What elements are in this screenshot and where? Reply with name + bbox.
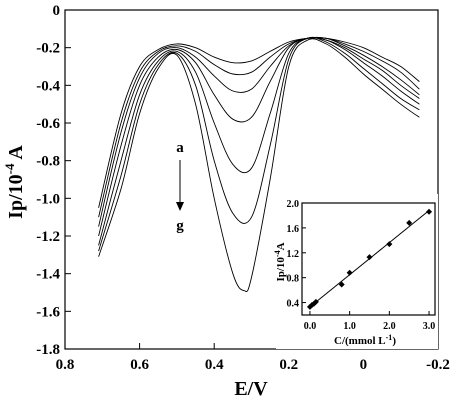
inset-y-tick-label: 1.2 xyxy=(287,249,300,260)
voltammogram-curve-6 xyxy=(98,36,420,252)
inset-x-tick-label: 3.0 xyxy=(423,321,436,332)
inset-x-tick-label: 1.0 xyxy=(343,321,356,332)
inset-data-point xyxy=(346,269,353,276)
voltammogram-curve-5 xyxy=(98,36,420,246)
inset-data-point xyxy=(406,219,413,226)
voltammogram-curve-1 xyxy=(98,37,420,208)
inset-data-point xyxy=(338,281,345,288)
inset-data-point xyxy=(386,241,393,248)
main-y-tick-label: -1.2 xyxy=(36,229,60,245)
main-y-tick-label: -1.4 xyxy=(36,267,60,283)
main-x-tick-label: 0.6 xyxy=(130,357,149,373)
main-x-tick-label: 0 xyxy=(360,357,368,373)
inset-y-axis: 0.4 0.8 1.2 1.6 2.0 xyxy=(287,199,306,310)
voltammogram-curve-3 xyxy=(98,36,420,227)
inset-background xyxy=(276,194,438,349)
main-x-axis-title: E/V xyxy=(234,378,268,400)
inset-y-tick-label: 0.8 xyxy=(287,274,300,285)
inset-y-tick-label: 2.0 xyxy=(287,199,300,210)
voltammogram-curve-7 xyxy=(98,38,420,293)
main-y-tick-label: -1.0 xyxy=(36,191,60,207)
main-y-axis: 0 -0.2 -0.4 -0.6 -0.8 -1.0 -1.2 -1.4 -1.6 -1.8 xyxy=(36,3,71,358)
annotation-end-label: g xyxy=(176,218,184,234)
main-y-tick-label: 0 xyxy=(53,3,61,19)
inset-data-point xyxy=(312,298,319,305)
main-y-tick-label: -1.6 xyxy=(36,304,60,320)
inset-plot-frame xyxy=(301,202,436,316)
main-plot-frame xyxy=(64,9,439,350)
annotation-start-label: a xyxy=(176,140,184,156)
inset-plot: 0.0 1.0 2.0 3.0 0.4 0.8 1.2 1.6 2.0 C/(mmol L-1… xyxy=(273,194,438,349)
main-y-tick-label: -1.8 xyxy=(36,342,60,358)
inset-x-tick-label: 0.0 xyxy=(304,321,317,332)
inset-y-tick-label: 0.4 xyxy=(287,299,300,310)
main-x-tick-label: 0.2 xyxy=(279,357,298,373)
inset-y-axis-title: Ip/10-4A xyxy=(273,242,287,281)
voltammogram-curves xyxy=(98,36,420,293)
inset-data-points xyxy=(306,208,433,310)
main-y-tick-label: -0.2 xyxy=(36,41,60,57)
main-x-tick-label: -0.2 xyxy=(426,357,450,373)
main-y-axis-title: Ip/10-4 A xyxy=(2,145,27,219)
inset-data-point xyxy=(426,208,433,215)
inset-y-tick-label: 1.6 xyxy=(287,224,300,235)
inset-x-axis-title: C/(mmol L-1) xyxy=(334,333,396,347)
inset-x-tick-label: 2.0 xyxy=(383,321,396,332)
main-y-tick-label: -0.8 xyxy=(36,154,60,170)
voltammogram-curve-2 xyxy=(98,37,420,218)
voltammogram-curve-4 xyxy=(98,37,420,237)
inset-data-point xyxy=(366,254,373,261)
annotation-arrowhead xyxy=(176,202,184,211)
main-plot: 0.8 0.6 0.4 0.2 0 -0.2 0 -0.2 -0.4 -0.6 -0.8 -1.0 -… xyxy=(2,3,450,400)
main-y-tick-label: -0.6 xyxy=(36,116,60,132)
main-x-tick-label: 0.4 xyxy=(205,357,224,373)
main-y-tick-label: -0.4 xyxy=(36,78,60,94)
inset-x-axis: 0.0 1.0 2.0 3.0 xyxy=(304,311,436,332)
main-x-tick-label: 0.8 xyxy=(56,357,75,373)
